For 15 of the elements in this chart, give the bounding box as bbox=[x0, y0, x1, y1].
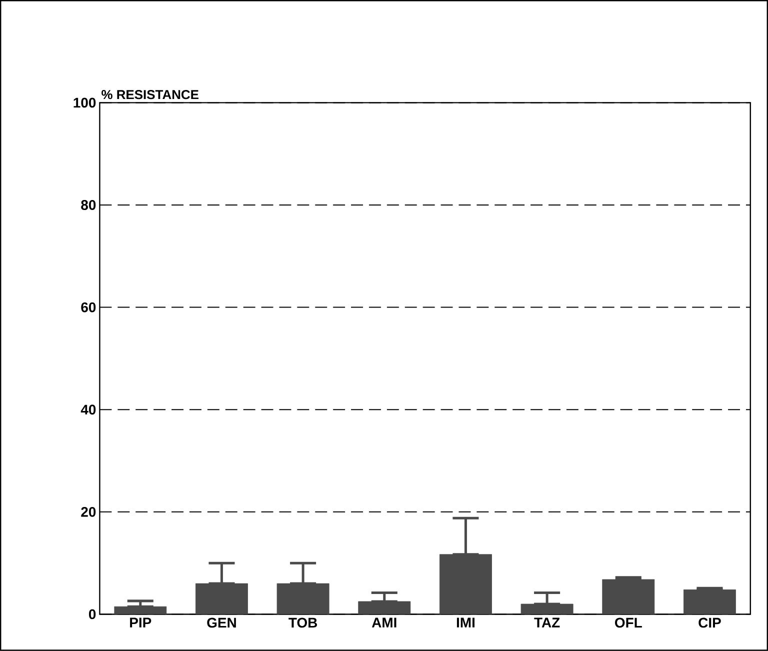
y-tick-label: 60 bbox=[81, 302, 96, 312]
y-tick-label: 80 bbox=[81, 200, 96, 210]
y-axis-title: % RESISTANCE bbox=[102, 90, 198, 100]
y-tick-label: 40 bbox=[80, 404, 96, 415]
x-tick-label: PIP bbox=[130, 618, 152, 628]
x-tick-label: OFL bbox=[615, 618, 642, 628]
y-tick-label: 100 bbox=[74, 98, 96, 108]
y-tick-label: 20 bbox=[81, 507, 96, 517]
y-tick-label: 0 bbox=[88, 609, 96, 620]
x-tick-label: TAZ bbox=[534, 618, 560, 628]
x-tick-label: TOB bbox=[288, 618, 318, 628]
x-tick-label: CIP bbox=[698, 618, 721, 628]
x-tick-label: GEN bbox=[207, 618, 236, 628]
x-tick-label: IMI bbox=[456, 618, 474, 628]
x-tick-label: AMI bbox=[372, 618, 396, 628]
